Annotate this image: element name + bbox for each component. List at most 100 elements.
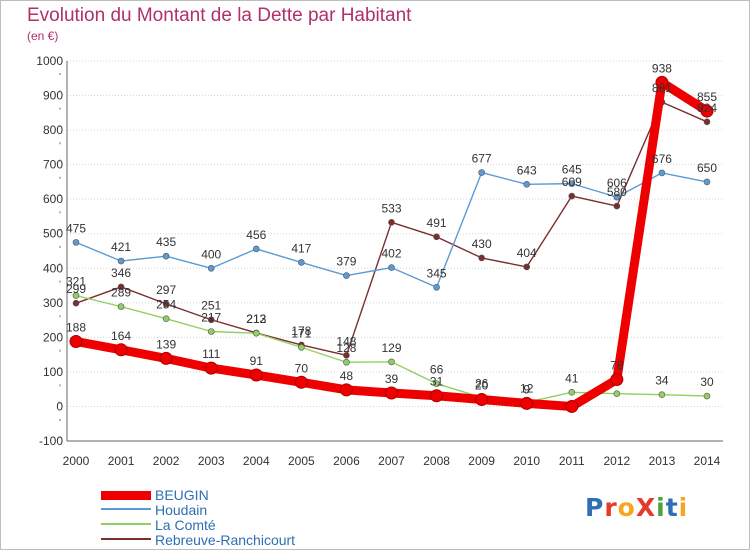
data-point: [249, 368, 263, 382]
data-label: 404: [517, 246, 537, 260]
data-label: 212: [246, 312, 266, 326]
y-tick-label: 600: [43, 192, 63, 206]
data-label: 533: [381, 201, 401, 215]
data-label: 20: [475, 379, 489, 393]
data-point: [117, 283, 125, 291]
y-tick-label: 400: [43, 261, 63, 275]
data-point: [207, 328, 215, 335]
legend-swatch: [101, 523, 151, 525]
data-point: [703, 178, 711, 186]
data-label: 78: [610, 359, 624, 373]
y-tick-label: 200: [43, 330, 63, 344]
data-point: [520, 396, 534, 410]
data-point: [700, 104, 714, 118]
data-point: [523, 181, 531, 188]
data-label: 171: [291, 326, 311, 340]
data-label: 321: [66, 275, 86, 289]
chart-title: Evolution du Montant de la Dette par Hab…: [27, 5, 412, 26]
data-label: 254: [156, 298, 176, 312]
data-label: 400: [201, 247, 221, 261]
data-label: 475: [66, 221, 86, 235]
data-label: 66: [430, 363, 444, 377]
data-label: 148: [336, 334, 356, 348]
data-point: [478, 254, 485, 262]
data-label: 645: [562, 163, 582, 177]
data-label: 217: [201, 310, 221, 324]
data-label: 938: [652, 61, 672, 75]
data-point: [117, 303, 125, 310]
data-label: 213: [246, 312, 266, 326]
data-label: 345: [427, 266, 447, 280]
legend-swatch: [101, 491, 151, 500]
data-point: [430, 389, 444, 403]
data-point: [298, 259, 305, 266]
series-houdain: [72, 169, 711, 291]
legend-label: BEUGIN: [155, 487, 209, 503]
data-point: [703, 392, 711, 400]
y-tick-label: 100: [43, 365, 63, 379]
legend-swatch: [101, 508, 151, 510]
data-point: [252, 245, 260, 253]
data-point: [478, 169, 485, 176]
data-point: [343, 272, 350, 279]
y-tick-label: 800: [43, 123, 63, 137]
data-point: [610, 373, 624, 387]
data-point: [117, 257, 125, 265]
data-point: [339, 383, 353, 397]
data-point: [294, 375, 308, 389]
data-label: 70: [295, 361, 309, 375]
legend-label: Rebreuve-Ranchicourt: [155, 532, 295, 548]
data-point: [162, 252, 170, 260]
data-label: 824: [697, 101, 717, 115]
data-label: 430: [472, 237, 492, 251]
x-tick-label: 2002: [153, 454, 180, 468]
data-label: 580: [607, 185, 627, 199]
data-label: 188: [66, 321, 86, 335]
data-label: 456: [246, 228, 266, 242]
x-tick-label: 2013: [649, 454, 676, 468]
data-point: [72, 239, 80, 246]
data-label: 111: [202, 347, 221, 361]
data-point: [568, 388, 576, 396]
y-tick-label: 500: [43, 227, 63, 241]
x-tick-label: 2006: [333, 454, 360, 468]
data-label: 650: [697, 161, 717, 175]
x-tick-label: 2009: [468, 454, 495, 468]
data-point: [565, 399, 579, 413]
x-tick-label: 2014: [694, 454, 721, 468]
x-tick-label: 2004: [243, 454, 270, 468]
data-label: 491: [427, 216, 447, 230]
data-label: 297: [156, 283, 176, 297]
data-label: 435: [156, 235, 176, 249]
data-point: [298, 344, 305, 351]
data-label: 346: [111, 266, 131, 280]
data-point: [69, 335, 83, 349]
y-tick-label: 1000: [36, 54, 63, 68]
data-label: 402: [381, 247, 401, 261]
data-label: 34: [655, 374, 669, 388]
data-point: [207, 264, 215, 272]
data-point: [114, 343, 128, 357]
x-tick-label: 2008: [423, 454, 450, 468]
x-tick-label: 2005: [288, 454, 315, 468]
data-label: 26: [475, 376, 489, 390]
legend-swatch: [101, 538, 151, 540]
y-tick-label: 0: [56, 399, 63, 413]
data-point: [613, 193, 621, 201]
data-label: 128: [336, 341, 356, 355]
data-point: [385, 386, 398, 400]
data-point: [568, 180, 576, 187]
data-point: [658, 391, 666, 399]
y-tick-label: 300: [43, 296, 63, 310]
data-point: [343, 352, 350, 359]
data-label: 30: [700, 375, 714, 389]
data-label: 251: [201, 299, 221, 313]
series-beugin: [69, 75, 714, 413]
data-label: 41: [565, 371, 579, 385]
data-point: [159, 351, 173, 365]
x-tick-label: 2010: [513, 454, 540, 468]
data-point: [433, 283, 440, 291]
data-label: 609: [562, 175, 582, 189]
data-point: [703, 118, 711, 126]
